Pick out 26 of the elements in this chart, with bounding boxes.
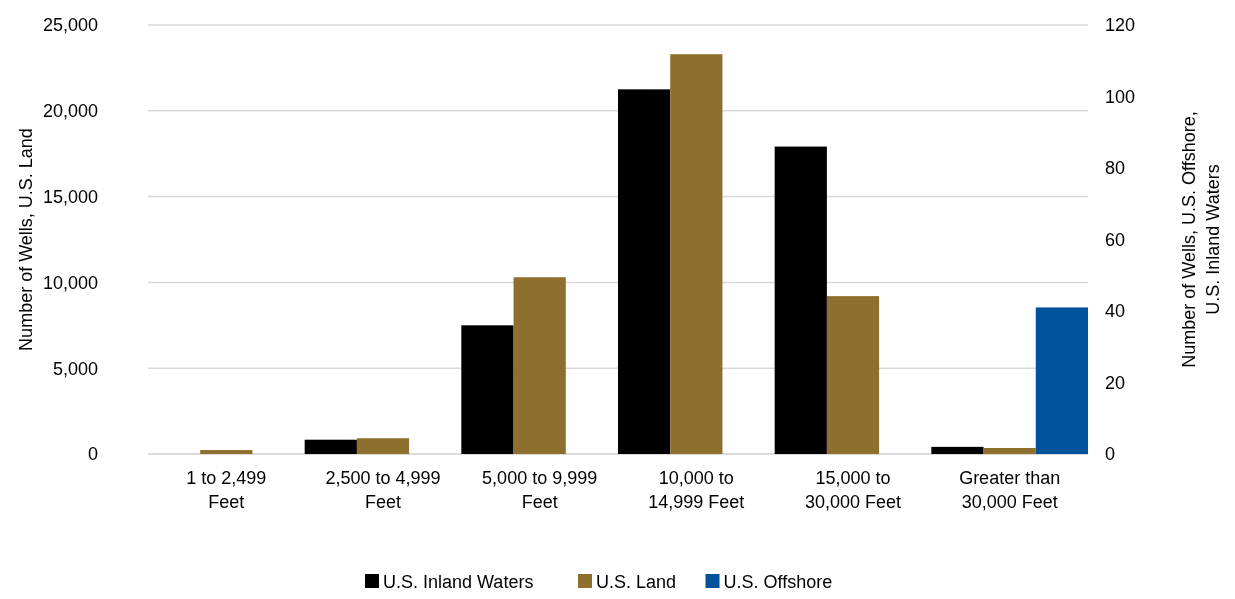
- y2-tick-label: 120: [1105, 15, 1136, 36]
- x-tick-label: 2,500 to 4,999 Feet: [325, 468, 441, 512]
- x-tick-label: 1 to 2,499 Feet: [186, 468, 267, 512]
- y2-tick-label: 0: [1105, 444, 1116, 465]
- bar: [200, 450, 253, 454]
- y-tick-label: 10,000: [42, 272, 98, 293]
- x-tick-label: Greater than 30,000 Feet: [959, 468, 1061, 512]
- x-tick-label: 5,000 to 9,999 Feet: [482, 468, 598, 512]
- y2-tick-label: 60: [1105, 229, 1126, 250]
- y-tick-label: 0: [87, 444, 98, 465]
- y-tick-label: 5,000: [52, 358, 98, 379]
- y2-tick-label: 20: [1105, 372, 1126, 393]
- y2-axis-title: Number of Wells, U.S. Offshore, U.S. Inland Waters: [1179, 111, 1223, 368]
- legend-label: U.S. Offshore: [723, 572, 833, 592]
- bar: [1035, 307, 1088, 454]
- y-axis-title: Number of Wells, U.S. Land: [16, 128, 36, 351]
- legend-label: U.S. Land: [596, 572, 677, 592]
- y2-tick-label: 100: [1105, 86, 1136, 107]
- y-tick-label: 20,000: [42, 101, 98, 122]
- x-tick-label: 15,000 to 30,000 Feet: [804, 468, 902, 512]
- legend-label: U.S. Inland Waters: [383, 572, 534, 592]
- x-tick-label: 10,000 to 14,999 Feet: [648, 468, 745, 512]
- y2-tick-label: 40: [1105, 301, 1126, 322]
- y2-tick-label: 80: [1105, 158, 1126, 179]
- y-tick-label: 15,000: [42, 186, 98, 207]
- y-tick-label: 25,000: [42, 15, 98, 36]
